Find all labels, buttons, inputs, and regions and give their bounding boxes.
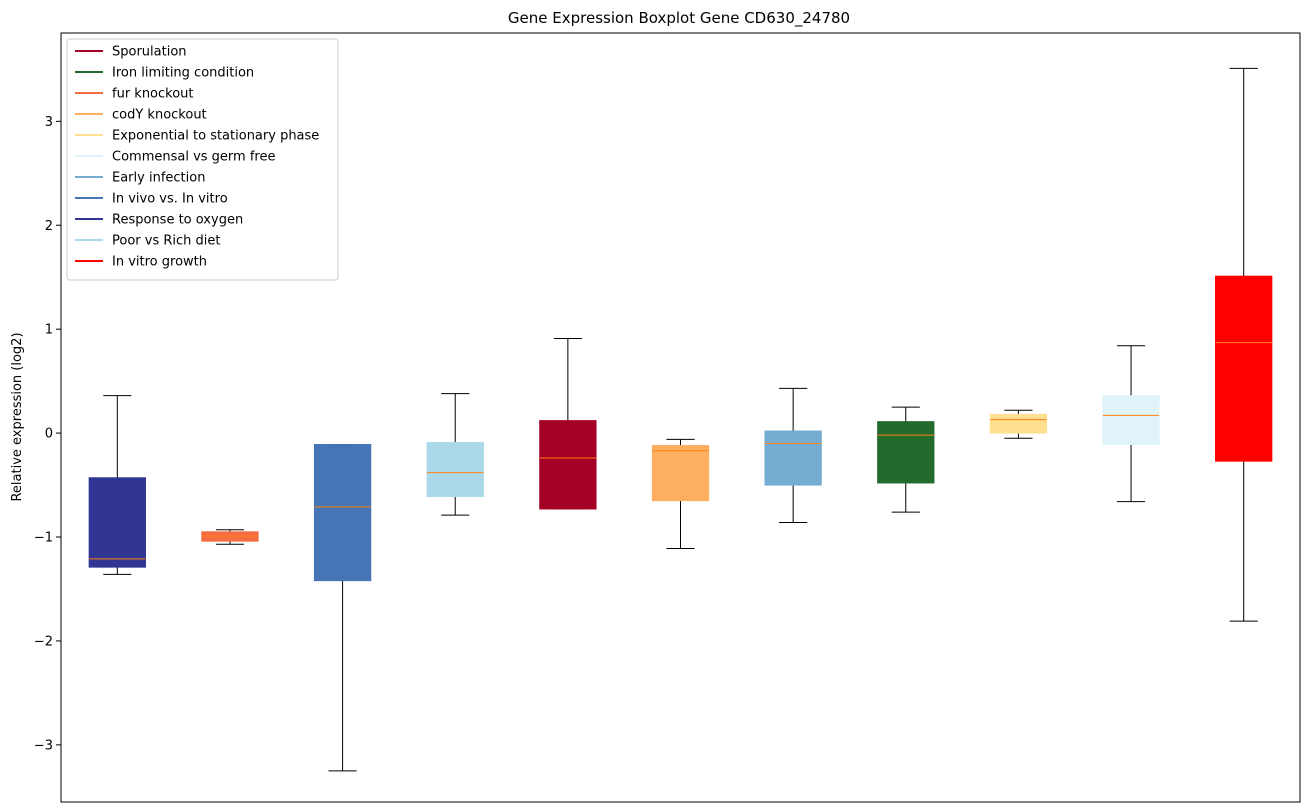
box-body <box>764 430 822 486</box>
box-poor-vs-rich-diet <box>426 393 484 516</box>
y-tick-label: 2 <box>45 219 53 234</box>
legend-label: Commensal vs germ free <box>112 150 275 165</box>
legend-label: In vivo vs. In vitro <box>112 192 228 207</box>
chart-title: Gene Expression Boxplot Gene CD630_24780 <box>508 9 850 28</box>
legend-frame <box>66 38 339 281</box>
y-tick-label: 3 <box>45 115 53 130</box>
plot-frame <box>60 32 1301 803</box>
box-exponential-to-stationary-phase <box>989 409 1048 439</box>
box-response-to-oxygen <box>88 395 146 575</box>
box-body <box>313 444 372 582</box>
box-body <box>539 420 597 510</box>
box-body <box>989 413 1048 434</box>
y-tick-label: −3 <box>34 738 53 753</box>
box-early-infection <box>764 387 822 523</box>
box-in-vivo-vs-in-vitro <box>313 444 372 772</box>
box-sporulation <box>539 338 597 510</box>
box-fur-knockout <box>201 529 259 545</box>
boxes-group <box>88 67 1273 772</box>
legend-label: codY knockout <box>112 108 207 123</box>
box-body <box>426 441 484 497</box>
legend: Sporulation Iron limiting condition fur kn… <box>66 38 339 281</box>
box-body <box>1102 395 1160 446</box>
box-iron-limiting-condition <box>877 406 935 513</box>
box-in-vitro-growth <box>1215 67 1273 622</box>
legend-label: Early infection <box>112 171 205 186</box>
box-body <box>88 477 146 568</box>
y-tick-label: −1 <box>34 531 53 546</box>
box-body <box>201 531 259 542</box>
y-tick-label: 1 <box>45 323 53 338</box>
legend-label: Exponential to stationary phase <box>112 129 319 144</box>
legend-label: Sporulation <box>112 45 187 60</box>
y-tick-label: −2 <box>34 634 53 649</box>
legend-label: Poor vs Rich diet <box>112 234 220 249</box>
y-axis-label: Relative expression (log2) <box>10 332 25 501</box>
box-cody-knockout <box>651 438 710 549</box>
y-tick-label: 0 <box>45 427 53 442</box>
legend-label: Iron limiting condition <box>112 66 254 81</box>
legend-label: In vitro growth <box>112 255 207 270</box>
box-body <box>1215 275 1273 462</box>
y-axis: −3 −2 −1 0 1 2 3 <box>34 115 61 753</box>
box-commensal-vs-germ-free <box>1102 345 1160 503</box>
box-body <box>651 445 710 502</box>
box-body <box>877 421 935 484</box>
legend-label: fur knockout <box>112 87 194 102</box>
legend-label: Response to oxygen <box>112 213 243 228</box>
